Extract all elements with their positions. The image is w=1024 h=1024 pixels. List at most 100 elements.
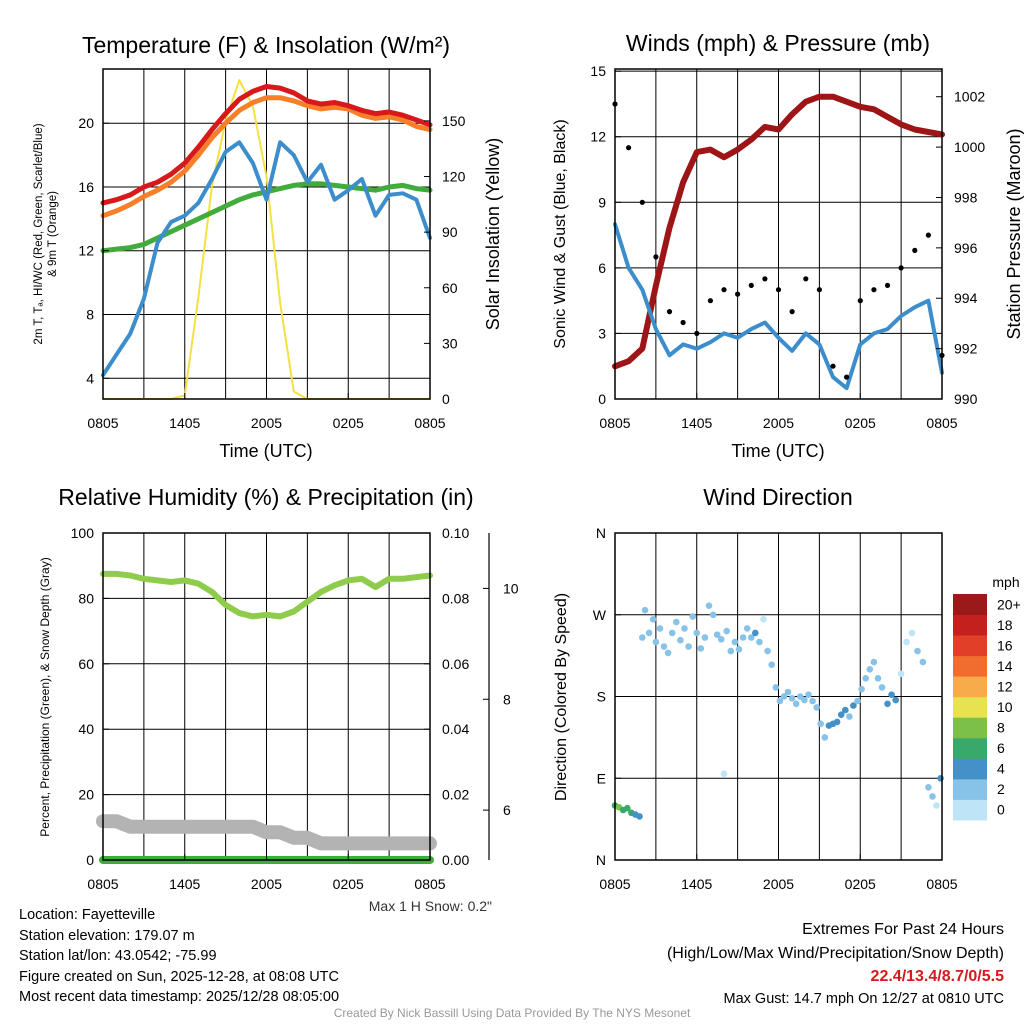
wind-direction-point [925, 784, 932, 791]
y-tick-label: 16 [78, 179, 94, 195]
wind-direction-point [780, 693, 788, 700]
x-tick-label: 1405 [681, 415, 712, 431]
wind-direction-point [874, 675, 882, 682]
wind-direction-point [693, 629, 701, 637]
snow-note: Max 1 H Snow: 0.2" [369, 898, 492, 914]
temperature-title: Temperature (F) & Insolation (W/m²) [82, 32, 450, 58]
gust-point [762, 276, 768, 282]
wind-direction-point [677, 636, 684, 644]
x-tick-label: 2005 [251, 415, 282, 431]
legend-swatch [953, 799, 987, 821]
wind-direction-point [697, 645, 705, 652]
wind-direction-point [723, 627, 730, 635]
extremes-title: Extremes For Past 24 Hours [802, 921, 1004, 938]
wind-direction-point [888, 691, 895, 698]
wind-direction-title: Wind Direction [703, 484, 853, 510]
x-tick-label: 0805 [87, 415, 118, 431]
y-tick-label: 80 [78, 590, 94, 606]
wind-direction-point [739, 634, 747, 641]
wind-direction-point [652, 638, 660, 646]
y-tick-label: N [596, 852, 606, 868]
legend-swatch [953, 737, 987, 759]
legend-swatch [953, 676, 987, 698]
wind-direction-panel: Wind Direction 0805 1405 2005 0205 0805 N E S W N… [553, 484, 1021, 892]
y2-tick-label: 120 [442, 169, 466, 185]
y-tick-label: 0 [598, 391, 606, 407]
y2-tick-label: 90 [442, 224, 458, 240]
winds-xlabel: Time (UTC) [731, 441, 824, 461]
wind-direction-point [870, 658, 878, 666]
wind-direction-point [837, 711, 845, 718]
wind-direction-point [639, 634, 646, 641]
legend-swatch [953, 758, 987, 780]
wind-direction-point [649, 616, 657, 623]
wind-direction-point [862, 675, 869, 682]
wind-direction-point [673, 618, 680, 626]
x-tick-label: 0205 [333, 876, 364, 892]
y2-tick-label: 0.02 [442, 787, 469, 803]
snow-tick-label: 8 [503, 691, 511, 707]
gust-point [912, 247, 918, 253]
wind-direction-point [929, 793, 936, 800]
wind-direction-point [784, 688, 792, 696]
wind-direction-point [760, 616, 767, 623]
wind-direction-point [685, 643, 692, 650]
gust-point [789, 309, 795, 315]
wind-direction-ylabel: Direction (Colored By Speed) [553, 593, 570, 801]
y-tick-label: 20 [78, 787, 94, 803]
temperature-panel: Temperature (F) & Insolation (W/m²) 0805… [33, 32, 503, 461]
y2-tick-label: 0.10 [442, 525, 469, 541]
legend-label: 0 [997, 802, 1005, 818]
wind-direction-point [933, 802, 940, 809]
temperature-y2label: Solar Insolation (Yellow) [483, 138, 503, 330]
snow-tick-label: 6 [503, 802, 511, 818]
y2-tick-label: 0.04 [442, 721, 469, 737]
wind-direction-point [656, 625, 664, 632]
wind-direction-point [817, 720, 824, 728]
gust-point [884, 282, 891, 288]
humidity-panel: Relative Humidity (%) & Precipitation (i… [38, 484, 519, 914]
wind-direction-point [892, 696, 899, 704]
x-tick-label: 0205 [333, 415, 364, 431]
wind-direction-point [788, 695, 796, 702]
gust-point [707, 298, 714, 304]
temp-2m-line [100, 84, 433, 206]
x-tick-label: 0205 [845, 415, 876, 431]
temperature-axes: 0805 1405 2005 0205 0805 4 8 12 16 20 0 30 60 90 120 15… [78, 113, 465, 431]
legend-label: 18 [997, 617, 1013, 633]
station-info: Location: Fayetteville Station elevation… [19, 905, 339, 1008]
winds-series [612, 93, 945, 391]
wind-direction-point [705, 602, 713, 609]
wind-direction-point [908, 629, 916, 637]
wind-direction-point [846, 713, 853, 720]
gust-point [871, 287, 877, 293]
humidity-title: Relative Humidity (%) & Precipitation (i… [58, 484, 473, 510]
winds-y2label: Station Pressure (Maroon) [1004, 128, 1024, 339]
y-tick-label: N [596, 525, 606, 541]
gust-point [666, 309, 673, 315]
humidity-axes: 0805 1405 2005 0205 0805 0 20 40 60 80 100 0.00 0.02… [71, 525, 519, 892]
y-tick-label: 6 [598, 260, 606, 276]
y-tick-label: 20 [78, 115, 94, 131]
max-gust: Max Gust: 14.7 mph On 12/27 at 0810 UTC [724, 991, 1004, 1007]
y-tick-label: 8 [86, 307, 94, 323]
y-tick-label: 4 [86, 370, 94, 386]
winds-title: Winds (mph) & Pressure (mb) [626, 30, 930, 56]
wind-direction-point [768, 661, 775, 668]
wind-direction-points [611, 602, 944, 820]
temperature-ylabel-line1: 2m T, Tₐ, HI/WC (Red, Green, Scarlet/Blu… [33, 123, 45, 344]
y2-tick-label: 994 [954, 290, 978, 306]
wind-direction-point [833, 718, 841, 726]
wind-direction-point [866, 666, 874, 673]
wind-direction-point [701, 634, 709, 641]
wind-direction-point [756, 638, 763, 646]
wind-direction-point [897, 670, 905, 678]
temperature-xlabel: Time (UTC) [219, 441, 312, 461]
wind-direction-axes: 0805 1405 2005 0205 0805 N E S W N [593, 525, 958, 892]
snow-tick-label: 10 [503, 580, 519, 596]
y-tick-label: 3 [598, 325, 606, 341]
wind-direction-point [720, 770, 728, 777]
legend-swatch [953, 778, 987, 800]
legend-title: mph [992, 574, 1019, 590]
